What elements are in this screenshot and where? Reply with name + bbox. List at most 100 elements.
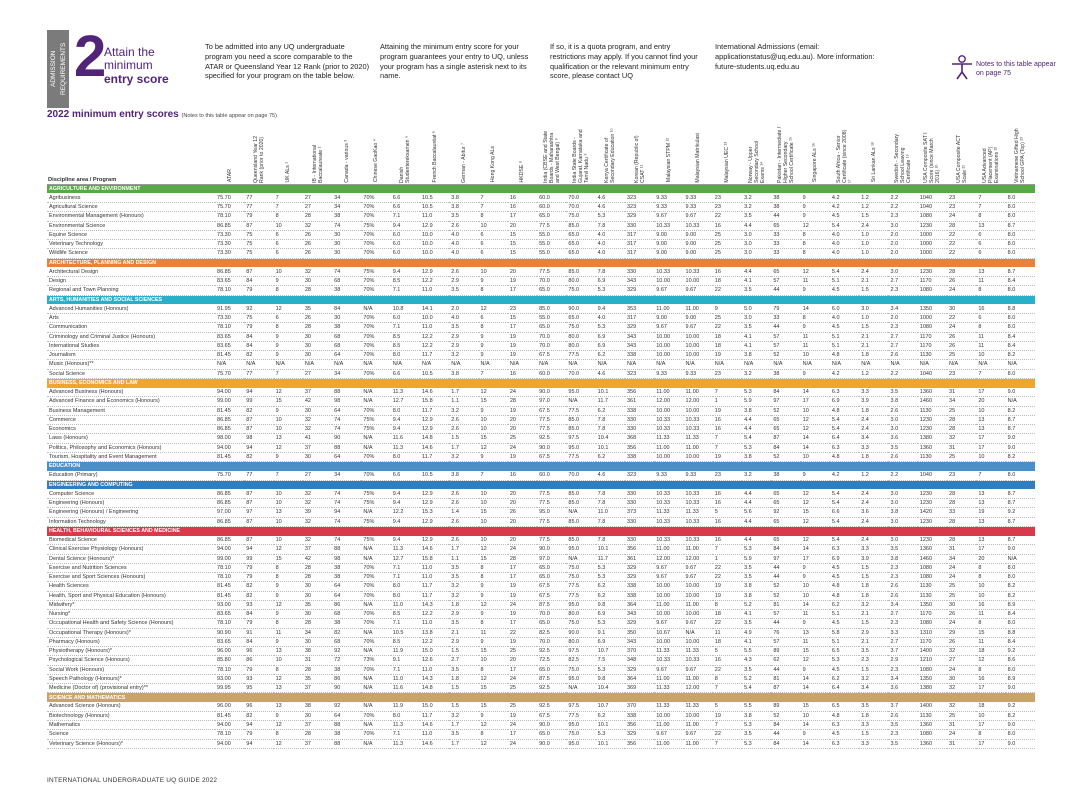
- score-cell: 99.00: [215, 396, 245, 407]
- score-cell: 12.00: [683, 554, 713, 564]
- score-cell: 9.67: [654, 572, 684, 583]
- score-cell: 7.8: [595, 498, 625, 509]
- score-cell: 2.3: [888, 285, 918, 296]
- score-cell: 329: [624, 618, 655, 629]
- score-cell: 17: [507, 563, 538, 574]
- score-cell: 83.65: [215, 341, 245, 352]
- score-cell: 97: [244, 507, 274, 518]
- score-cell: 3.2: [742, 202, 772, 213]
- score-cell: 28: [302, 618, 333, 629]
- score-cell: 75%: [361, 424, 391, 435]
- section-header: EDUCATION: [47, 461, 1035, 471]
- score-cell: 9.67: [683, 665, 713, 675]
- score-cell: 62: [771, 655, 801, 666]
- score-cell: 6.6: [390, 470, 420, 481]
- score-cell: 65.0: [566, 248, 596, 259]
- score-cell: 65.0: [537, 729, 567, 740]
- column-header: South Africa - Senior Certificate (since…: [829, 124, 860, 185]
- score-cell: 24: [507, 443, 538, 453]
- score-cell: 10: [478, 267, 508, 278]
- score-cell: 2.6: [888, 350, 918, 361]
- score-cell: 16: [976, 674, 1006, 685]
- score-cell: 4.5: [829, 618, 860, 629]
- score-cell: 79: [244, 285, 274, 296]
- program-row: Science 78.10 79 8 28 38 70% 7.1 11.0 3.5 8 17 65.0 7…: [47, 729, 1035, 740]
- score-cell: 12: [800, 424, 830, 435]
- score-cell: 11.00: [654, 304, 684, 315]
- intro-paragraph: Attaining the minimum entry score for yo…: [380, 42, 529, 81]
- score-cell: 9: [273, 452, 303, 463]
- score-cell: 70.0: [537, 276, 567, 287]
- score-cell: 12.9: [419, 267, 450, 278]
- score-cell: 15: [800, 702, 830, 712]
- column-header-text: India (CBSE and State Boards - Maharasht…: [542, 130, 561, 183]
- score-cell: 3.8: [449, 202, 479, 213]
- score-cell: 19: [507, 276, 538, 287]
- program-row: Engineering (Honours) / Engineering 97.00…: [47, 507, 1035, 518]
- score-cell: 9: [800, 211, 830, 222]
- score-cell: 95.0: [566, 674, 596, 685]
- score-cell: 6: [976, 230, 1006, 241]
- score-cell: 10.33: [654, 415, 684, 426]
- score-cell: 6: [976, 313, 1006, 324]
- column-header-text: Swedish - Secondary School Leaving Certi…: [894, 133, 913, 183]
- score-cell: 57: [771, 341, 801, 352]
- score-cell: 9.00: [654, 248, 684, 259]
- score-cell: 8.0: [1005, 248, 1035, 259]
- score-cell: 323: [624, 202, 655, 213]
- score-cell: 317: [624, 313, 655, 324]
- score-cell: 9.0: [1005, 433, 1035, 444]
- score-cell: 95: [244, 683, 274, 694]
- score-cell: 1000: [917, 230, 948, 241]
- score-cell: 8.0: [1005, 563, 1035, 574]
- program-name: Journalism: [47, 350, 216, 361]
- score-cell: 3.2: [449, 581, 479, 592]
- score-cell: 11.3: [390, 720, 420, 731]
- score-cell: 70%: [361, 618, 391, 629]
- score-cell: 2.9: [449, 276, 479, 287]
- score-cell: 95.0: [566, 600, 596, 611]
- score-cell: 1.8: [859, 591, 889, 601]
- score-cell: 65.0: [537, 618, 567, 629]
- score-cell: 37: [302, 387, 333, 398]
- score-cell: 3.0: [742, 248, 772, 259]
- score-cell: 8.2: [1005, 452, 1035, 463]
- section-header: HEALTH, BEHAVIOURAL SCIENCES AND MEDICIN…: [47, 526, 1035, 536]
- score-cell: 78.10: [215, 285, 245, 296]
- score-cell: 9.67: [654, 729, 684, 740]
- score-cell: 8.0: [390, 711, 420, 722]
- score-cell: 75: [244, 248, 274, 259]
- score-cell: 81.45: [215, 406, 245, 416]
- score-cell: N/A: [566, 507, 596, 518]
- score-cell: 14: [800, 433, 830, 444]
- notes-link[interactable]: Notes to this table appear on page 75: [976, 61, 1056, 77]
- score-cell: 22: [947, 239, 977, 250]
- score-cell: 85.80: [215, 655, 245, 666]
- score-cell: 78.10: [215, 322, 245, 333]
- score-cell: 5.3: [742, 544, 772, 555]
- score-cell: 9.4: [390, 498, 420, 509]
- score-cell: 1170: [917, 332, 948, 342]
- score-cell: 32: [302, 424, 333, 435]
- score-cell: 94: [244, 544, 274, 555]
- score-cell: 1080: [917, 618, 948, 629]
- score-cell: 77.5: [566, 452, 596, 463]
- score-cell: 82: [244, 452, 274, 463]
- program-row: Laws (Honours) 98.00 98 13 41 90 N/A 11.6 14.8 1.…: [47, 433, 1035, 444]
- score-cell: 5.4: [829, 498, 860, 509]
- score-cell: 6: [478, 230, 508, 241]
- score-cell: N/A: [771, 359, 801, 370]
- score-cell: 87: [244, 498, 274, 509]
- column-header-text: Pakistan - Intermediate / Higher Seconda…: [777, 126, 795, 183]
- score-cell: 11.0: [595, 507, 625, 518]
- score-cell: 7.1: [390, 729, 420, 740]
- score-cell: 28: [507, 396, 538, 407]
- score-cell: 8.2: [1005, 406, 1035, 416]
- program-name: Arts: [47, 313, 216, 324]
- score-cell: 81.45: [215, 711, 245, 722]
- score-cell: 1170: [917, 341, 948, 352]
- score-cell: 97.00: [215, 507, 245, 518]
- score-cell: 75%: [361, 221, 391, 231]
- score-cell: 10.0: [419, 313, 450, 324]
- score-cell: 1: [712, 554, 743, 564]
